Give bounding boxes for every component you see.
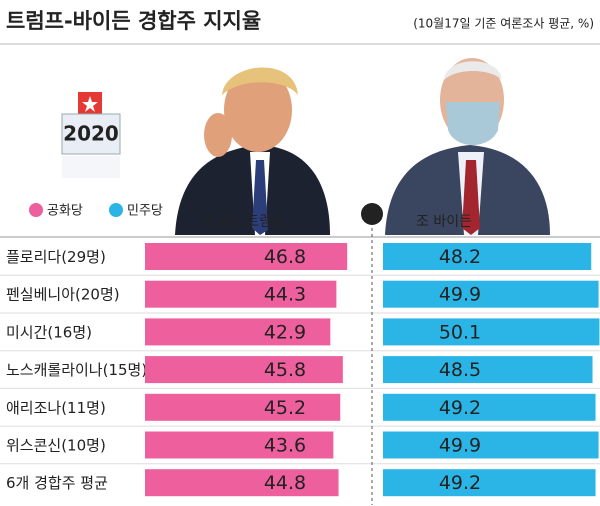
legend-swatch <box>29 203 43 217</box>
value-label: 46.8 <box>264 246 306 268</box>
row-label: 펜실베니아(20명) <box>6 286 120 304</box>
row-label: 애리조나(11명) <box>6 399 106 417</box>
bar <box>383 318 600 346</box>
bar <box>383 356 593 384</box>
value-label: 50.1 <box>439 321 481 343</box>
bar <box>145 243 348 270</box>
value-label: 45.2 <box>264 397 306 419</box>
value-label: 44.3 <box>264 284 306 306</box>
value-label: 42.9 <box>264 321 306 343</box>
chart-subtitle: (10월17일 기준 여론조사 평균, %) <box>413 17 594 31</box>
bar <box>145 431 334 459</box>
row-label: 6개 경합주 평균 <box>6 474 108 492</box>
row-label: 노스캐롤라이나(15명) <box>6 361 147 379</box>
bar <box>145 469 339 497</box>
row-label: 위스콘신(10명) <box>6 437 106 455</box>
trump-figure <box>175 67 330 235</box>
row-label: 미시간(16명) <box>6 323 92 341</box>
chart-title: 트럼프-바이든 경합주 지지율 <box>6 9 261 33</box>
value-label: 48.5 <box>439 359 481 381</box>
ballot-icon: 2020 <box>61 92 121 178</box>
value-label: 48.2 <box>439 246 481 268</box>
bar <box>383 243 592 270</box>
value-label: 49.2 <box>439 472 481 494</box>
bar <box>383 280 599 308</box>
candidate-label: 도널드 트럼프 <box>203 214 285 230</box>
legend-label: 공화당 <box>47 204 83 219</box>
value-label: 44.8 <box>264 472 306 494</box>
bar <box>383 393 596 421</box>
bar <box>383 431 599 459</box>
value-label: 49.9 <box>439 284 481 306</box>
candidate-label: 조 바이든 <box>416 214 472 230</box>
bar <box>383 469 596 497</box>
bar <box>145 280 337 308</box>
value-label: 49.9 <box>439 435 481 457</box>
legend-label: 민주당 <box>127 204 163 219</box>
biden-figure <box>385 58 550 235</box>
bar <box>145 356 343 384</box>
value-label: 49.2 <box>439 397 481 419</box>
reference-marker <box>361 203 383 225</box>
row-label: 플로리다(29명) <box>6 248 106 266</box>
badge: 2020 <box>63 122 119 146</box>
bar <box>145 393 341 421</box>
value-label: 43.6 <box>264 435 306 457</box>
bar <box>145 318 331 346</box>
value-label: 45.8 <box>264 359 306 381</box>
legend-swatch <box>109 203 123 217</box>
reference-label: 50 <box>364 208 381 222</box>
